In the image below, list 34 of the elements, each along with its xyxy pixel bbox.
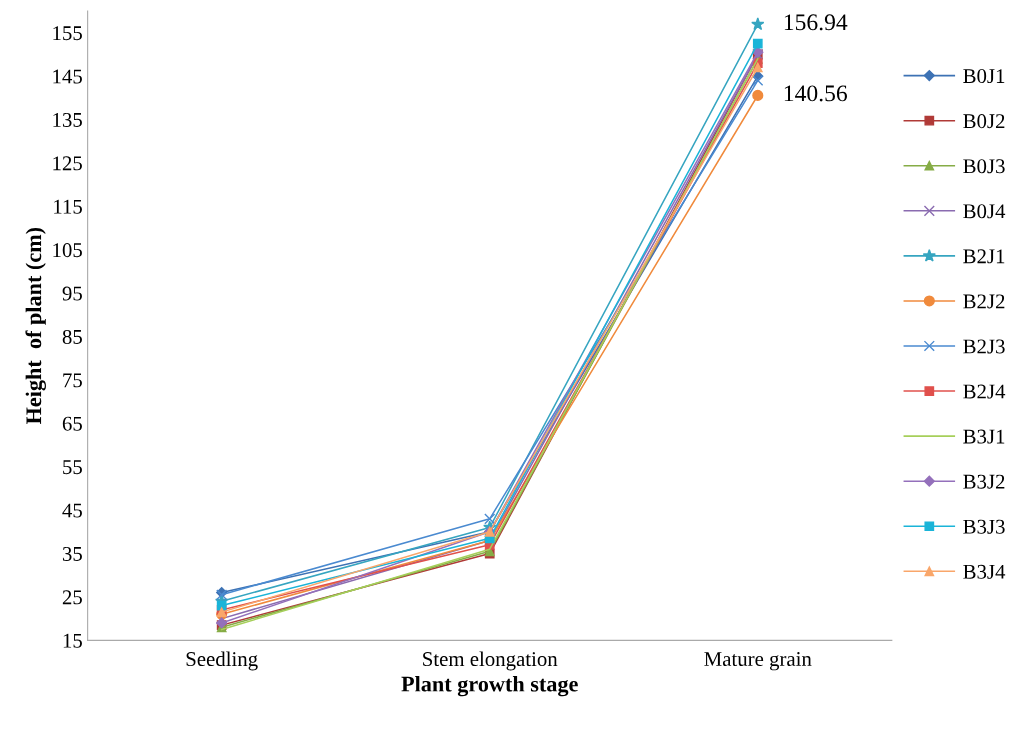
x-tick-label: Seedling <box>186 651 258 671</box>
y-tick-label: 25 <box>62 590 82 605</box>
legend-label: B2J3 <box>963 339 1005 354</box>
y-tick-label: 75 <box>63 373 82 388</box>
legend-label: B0J1 <box>963 69 1005 84</box>
y-tick-label: 105 <box>53 243 82 258</box>
legend-label: B2J1 <box>963 249 1005 264</box>
legend-label: B3J2 <box>963 474 1005 489</box>
x-axis-title: Plant growth stage <box>401 675 578 697</box>
y-tick-label: 55 <box>63 460 82 475</box>
y-tick-label: 125 <box>53 156 82 171</box>
y-tick-label: 145 <box>53 69 82 84</box>
legend-label: B0J3 <box>963 159 1005 174</box>
y-tick-label: 155 <box>53 26 82 41</box>
annotation: 156.94 <box>784 14 848 31</box>
legend-label: B3J4 <box>963 564 1006 579</box>
x-tick-label: Stem elongation <box>423 651 558 671</box>
y-tick-label: 45 <box>62 503 82 518</box>
y-tick-label: 95 <box>62 286 82 301</box>
y-axis-title: Height of plant (cm) <box>25 227 46 425</box>
x-tick-label: Mature grain <box>704 652 812 671</box>
y-tick-label: 115 <box>54 199 82 214</box>
legend-label: B3J3 <box>963 519 1005 534</box>
annotation: 140.56 <box>784 85 848 102</box>
legend-label: B2J2 <box>963 294 1005 309</box>
y-tick-label: 85 <box>62 329 82 344</box>
y-tick-label: 15 <box>63 633 82 648</box>
legend-label: B0J4 <box>963 204 1006 219</box>
legend-label: B0J2 <box>963 114 1005 129</box>
y-tick-label: 35 <box>62 546 82 561</box>
y-tick-label: 135 <box>53 112 82 127</box>
legend-label: B3J1 <box>963 429 1005 444</box>
y-tick-label: 65 <box>62 416 82 431</box>
legend-label: B2J4 <box>963 384 1006 399</box>
